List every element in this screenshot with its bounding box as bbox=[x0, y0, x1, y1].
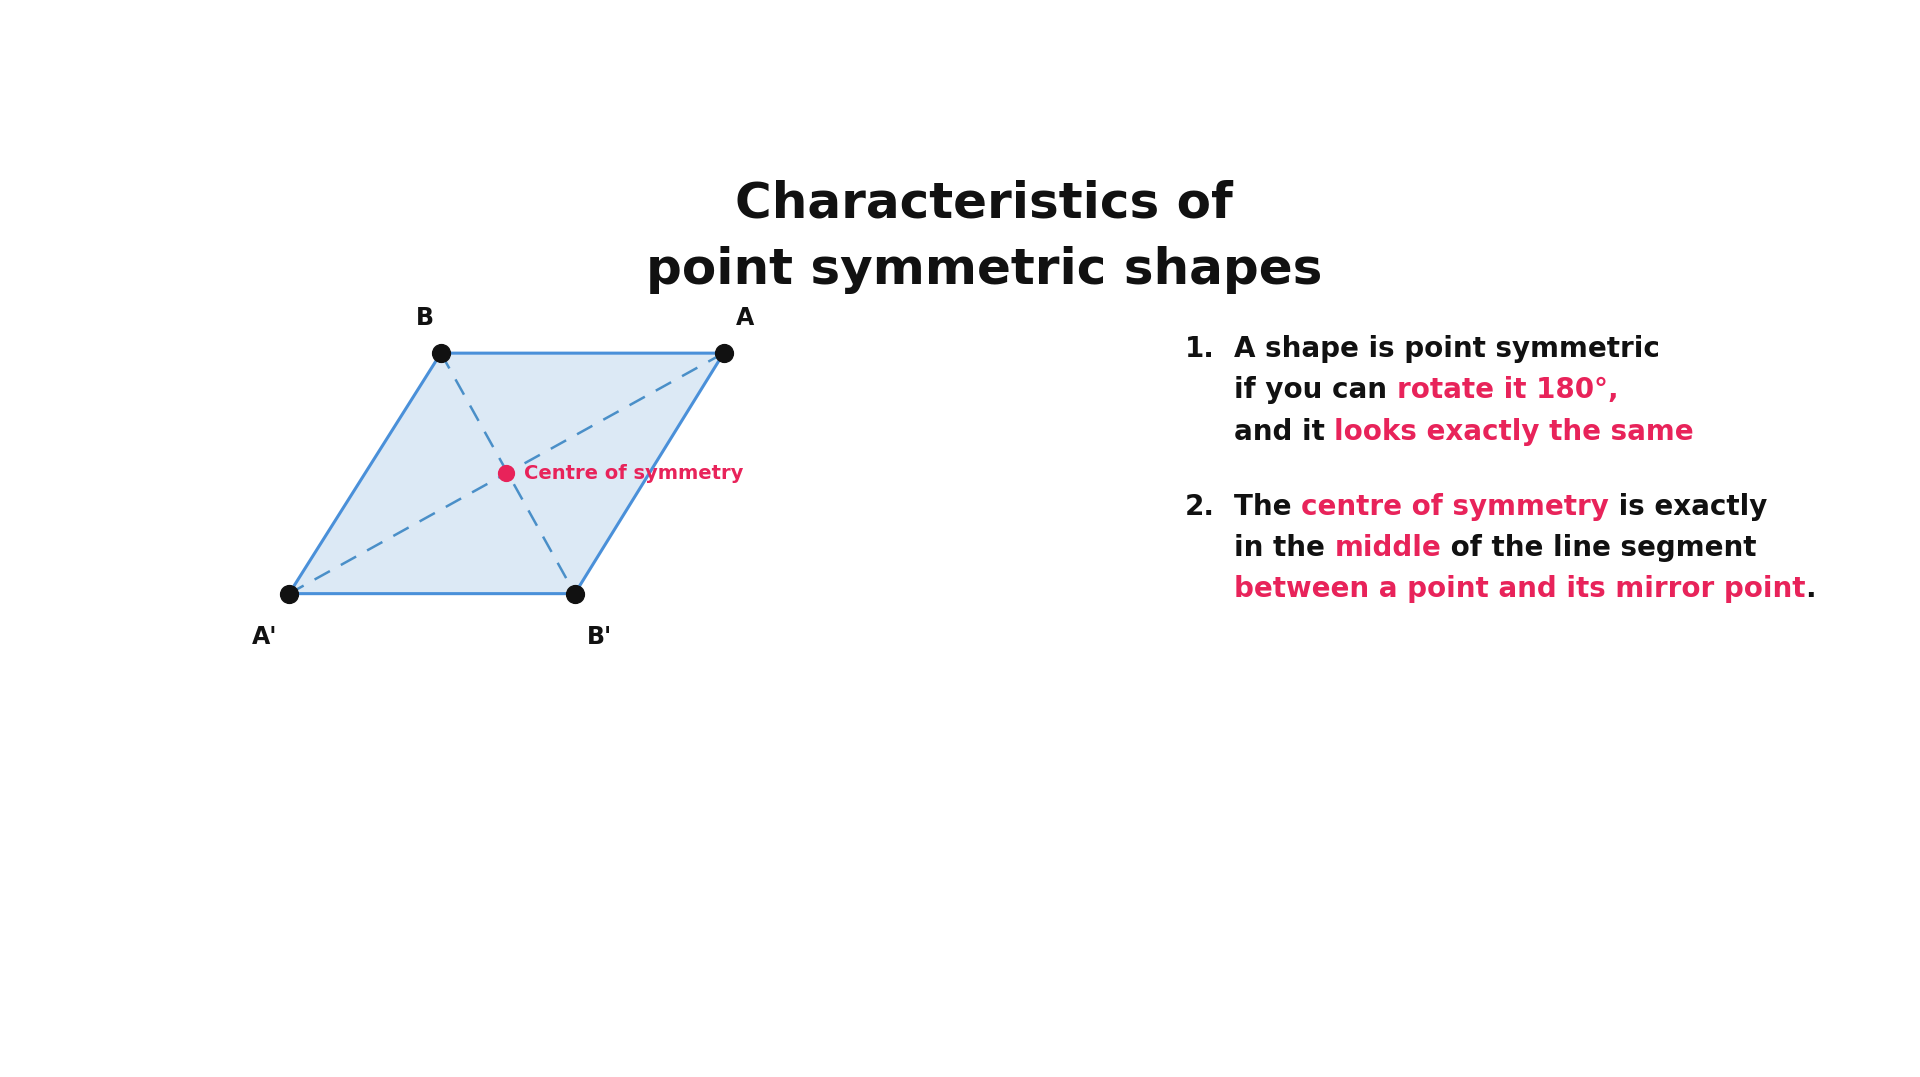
Text: A: A bbox=[735, 306, 755, 330]
Text: in the: in the bbox=[1235, 534, 1334, 562]
Text: and it: and it bbox=[1235, 418, 1334, 446]
Text: middle: middle bbox=[1334, 534, 1442, 562]
Text: centre of symmetry: centre of symmetry bbox=[1302, 492, 1609, 520]
Point bbox=[559, 585, 589, 602]
Text: Centre of symmetry: Centre of symmetry bbox=[524, 464, 743, 482]
Text: 1.: 1. bbox=[1185, 335, 1215, 363]
Text: point symmetric shapes: point symmetric shapes bbox=[645, 247, 1323, 294]
Text: if you can: if you can bbox=[1235, 377, 1396, 405]
Text: of the line segment: of the line segment bbox=[1442, 534, 1757, 562]
Text: A': A' bbox=[252, 625, 276, 649]
Text: A shape is point symmetric: A shape is point symmetric bbox=[1235, 335, 1661, 363]
Point bbox=[492, 465, 522, 482]
Text: between a point and its mirror point: between a point and its mirror point bbox=[1235, 575, 1805, 603]
Text: The: The bbox=[1235, 492, 1302, 520]
Text: looks exactly the same: looks exactly the same bbox=[1334, 418, 1693, 446]
Text: rotate it 180°,: rotate it 180°, bbox=[1396, 377, 1619, 405]
Text: 2.: 2. bbox=[1185, 492, 1215, 520]
Text: is exactly: is exactly bbox=[1609, 492, 1766, 520]
Polygon shape bbox=[290, 353, 724, 593]
Point bbox=[708, 345, 739, 362]
Text: B': B' bbox=[588, 625, 612, 649]
Text: B: B bbox=[415, 306, 434, 330]
Text: Characteristics of: Characteristics of bbox=[735, 180, 1233, 228]
Point bbox=[426, 345, 457, 362]
Text: .: . bbox=[1805, 575, 1816, 603]
Point bbox=[275, 585, 305, 602]
